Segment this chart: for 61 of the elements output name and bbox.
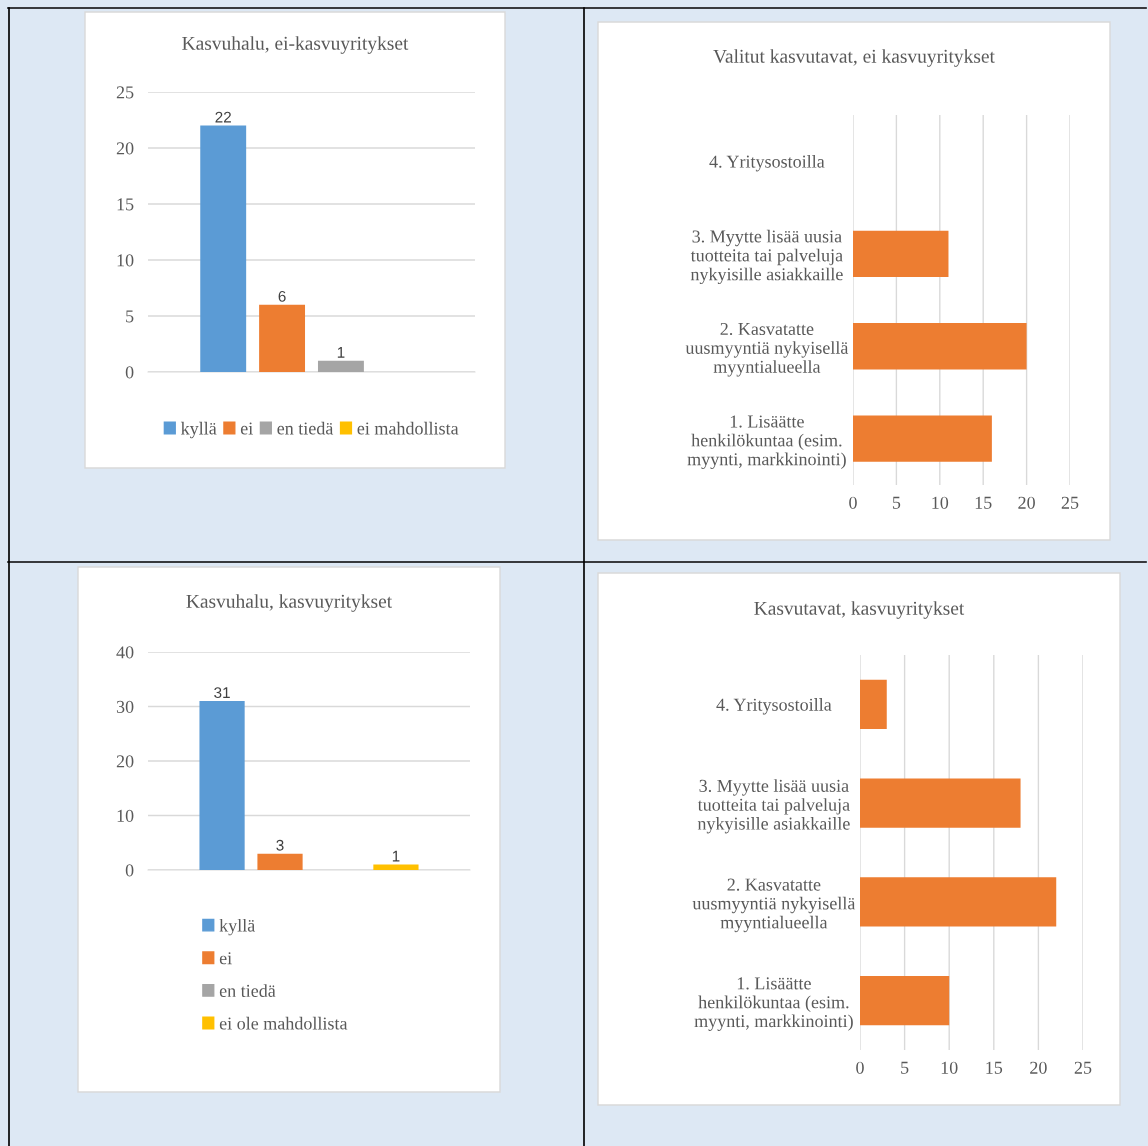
y-tick-label: 1. Lisäätte henkilökuntaa (esim. myynti, markkinointi)	[687, 415, 846, 470]
legend-label: ei	[240, 422, 253, 435]
y-tick-label: 1. Lisäätte henkilökuntaa (esim. myynti, markkinointi)	[694, 977, 853, 1031]
y-tick-label: 0	[125, 366, 134, 379]
y-tick-label: 20	[116, 142, 134, 155]
bar	[853, 230, 949, 277]
x-tick-label: 20	[1018, 496, 1035, 509]
bar	[373, 864, 419, 870]
y-tick-label: 40	[116, 646, 134, 659]
y-tick-label: 2. Kasvatatte uusmyyntiä nykyisellä myyntialueella	[685, 322, 849, 377]
y-tick-label: 4. Yritysostoilla	[709, 154, 825, 172]
bar	[317, 360, 364, 372]
chart-title: Valitut kasvutavat, ei kasvuyritykset	[713, 49, 995, 67]
data-label: 1	[392, 850, 400, 862]
bar	[853, 415, 992, 462]
legend-label: kyllä	[180, 421, 217, 439]
x-tick-label: 10	[932, 496, 949, 509]
bar	[257, 853, 303, 870]
y-tick-label: 25	[116, 86, 134, 99]
chart-title: Kasvutavat, kasvuyritykset	[754, 601, 965, 619]
bar	[860, 679, 887, 730]
y-tick-label: 3. Myytte lisää uusia tuotteita tai palveluja nykyisille asiakkaille	[690, 229, 843, 285]
legend-label: ei	[219, 952, 232, 965]
legend-label: en tiedä	[219, 984, 276, 997]
chart-title: Kasvuhalu, kasvuyritykset	[186, 594, 393, 612]
legend-label: en tiedä	[277, 421, 334, 435]
x-tick-label: 20	[1030, 1061, 1047, 1074]
bar	[200, 125, 247, 372]
data-label: 1	[337, 347, 345, 358]
data-label: 6	[278, 290, 286, 302]
y-tick-label: 15	[117, 198, 134, 211]
bar	[860, 877, 1057, 927]
bar	[853, 323, 1027, 370]
x-tick-label: 15	[986, 1061, 1003, 1074]
x-tick-label: 5	[892, 496, 901, 509]
chart-title: Kasvuhalu, ei-kasvuyritykset	[182, 36, 409, 54]
x-tick-label: 15	[975, 496, 992, 509]
legend-label: kyllä	[219, 918, 255, 936]
y-tick-label: 5	[126, 310, 134, 323]
bar	[860, 975, 950, 1026]
y-tick-label: 0	[125, 864, 134, 877]
x-tick-label: 0	[856, 1061, 864, 1074]
y-tick-label: 2. Kasvatatte uusmyyntiä nykyisellä myyntialueella	[692, 878, 856, 933]
data-label: 3	[276, 839, 284, 851]
bar	[860, 778, 1021, 828]
legend-label: ei mahdollista	[357, 421, 459, 435]
x-tick-label: 5	[901, 1061, 909, 1074]
x-tick-label: 10	[941, 1061, 958, 1074]
bar	[259, 304, 306, 372]
bar	[199, 701, 245, 870]
y-tick-label: 10	[117, 254, 134, 267]
y-tick-label: 20	[116, 755, 134, 768]
data-label: 22	[215, 111, 231, 123]
y-tick-label: 3. Myytte lisää uusia tuotteita tai palveluja nykyisille asiakkaille	[697, 779, 850, 834]
data-label: 31	[214, 687, 230, 699]
x-tick-label: 25	[1074, 1061, 1092, 1074]
y-tick-label: 30	[116, 700, 134, 713]
legend-label: ei ole mahdollista	[219, 1016, 348, 1030]
x-tick-label: 25	[1061, 496, 1079, 509]
y-tick-label: 4. Yritysostoilla	[716, 698, 832, 715]
y-tick-label: 10	[117, 809, 134, 822]
